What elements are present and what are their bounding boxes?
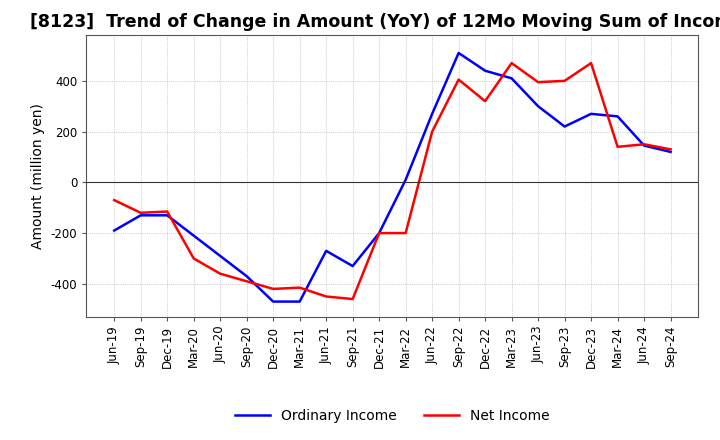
Net Income xyxy=(189,256,198,261)
Ordinary Income xyxy=(269,299,277,304)
Net Income xyxy=(401,231,410,236)
Ordinary Income xyxy=(375,231,384,236)
Net Income xyxy=(216,271,225,276)
Net Income xyxy=(348,297,357,302)
Ordinary Income xyxy=(508,76,516,81)
Line: Net Income: Net Income xyxy=(114,63,670,299)
Net Income xyxy=(163,209,171,214)
Legend: Ordinary Income, Net Income: Ordinary Income, Net Income xyxy=(230,403,555,428)
Title: [8123]  Trend of Change in Amount (YoY) of 12Mo Moving Sum of Incomes: [8123] Trend of Change in Amount (YoY) o… xyxy=(30,13,720,31)
Ordinary Income xyxy=(189,233,198,238)
Net Income xyxy=(136,210,145,216)
Ordinary Income xyxy=(243,274,251,279)
Ordinary Income xyxy=(587,111,595,117)
Net Income xyxy=(560,78,569,84)
Ordinary Income xyxy=(454,50,463,55)
Ordinary Income xyxy=(401,177,410,183)
Net Income xyxy=(322,294,330,299)
Ordinary Income xyxy=(216,253,225,259)
Ordinary Income xyxy=(481,68,490,73)
Net Income xyxy=(666,147,675,152)
Net Income xyxy=(534,80,542,85)
Net Income xyxy=(481,99,490,104)
Net Income xyxy=(640,142,649,147)
Ordinary Income xyxy=(295,299,304,304)
Ordinary Income xyxy=(666,149,675,154)
Ordinary Income xyxy=(560,124,569,129)
Ordinary Income xyxy=(428,111,436,117)
Net Income xyxy=(243,279,251,284)
Ordinary Income xyxy=(613,114,622,119)
Ordinary Income xyxy=(110,228,119,233)
Y-axis label: Amount (million yen): Amount (million yen) xyxy=(31,103,45,249)
Line: Ordinary Income: Ordinary Income xyxy=(114,53,670,301)
Net Income xyxy=(295,285,304,290)
Net Income xyxy=(454,77,463,82)
Ordinary Income xyxy=(163,213,171,218)
Net Income xyxy=(508,60,516,66)
Net Income xyxy=(375,231,384,236)
Net Income xyxy=(613,144,622,150)
Ordinary Income xyxy=(136,213,145,218)
Net Income xyxy=(587,60,595,66)
Ordinary Income xyxy=(322,248,330,253)
Ordinary Income xyxy=(348,264,357,269)
Net Income xyxy=(428,129,436,134)
Ordinary Income xyxy=(640,143,649,148)
Net Income xyxy=(269,286,277,292)
Net Income xyxy=(110,198,119,203)
Ordinary Income xyxy=(534,103,542,109)
